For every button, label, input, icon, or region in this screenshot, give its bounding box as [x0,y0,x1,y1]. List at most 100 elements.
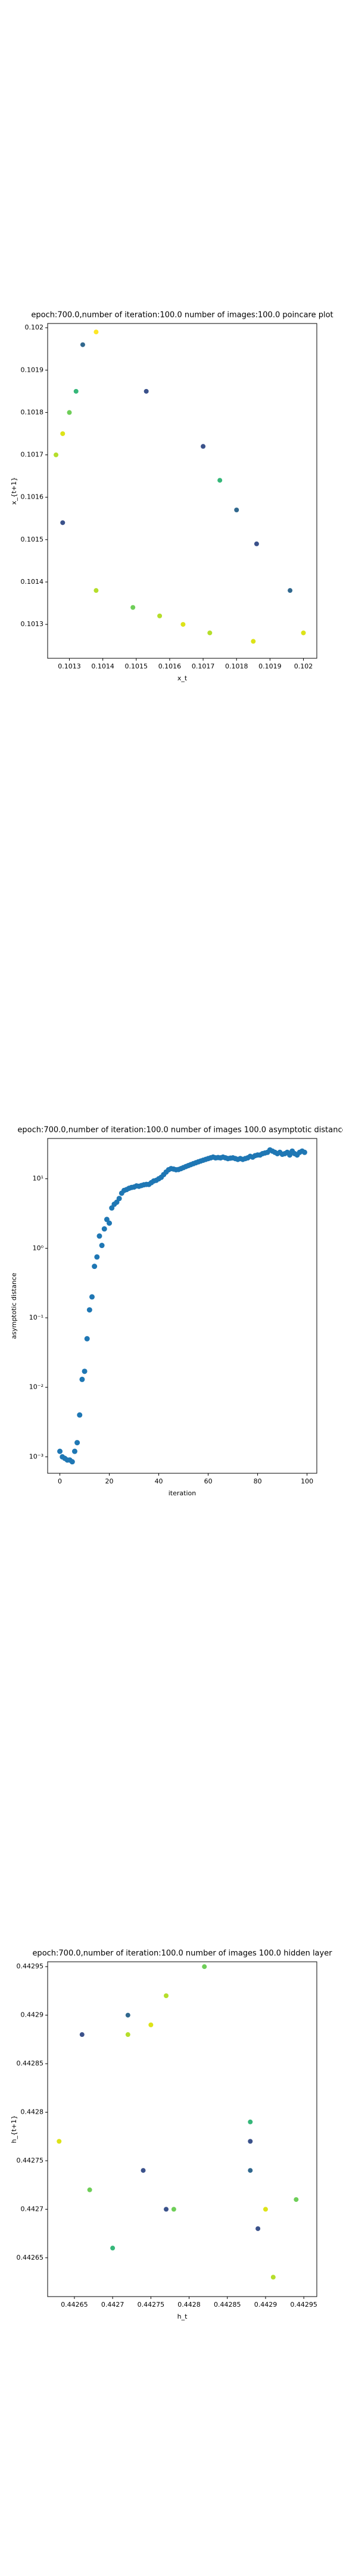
x-tick-label: 0.1015 [125,662,148,670]
point [84,1336,90,1342]
x-tick-label: 0.44285 [214,2301,241,2309]
x-tick-label: 0.4429 [254,2301,277,2309]
y-tick-label: 0.4429 [21,2011,44,2019]
y-tick-label: 0.44295 [17,1962,44,1970]
point [80,342,85,347]
x-tick-label: 80 [254,1477,262,1485]
point [60,520,66,525]
point [54,452,59,458]
point [141,2168,146,2173]
x-tick-label: 0.1017 [192,662,215,670]
point [60,431,66,436]
y-tick-label: 10⁻² [29,1383,43,1391]
x-tick-label: 0.1014 [91,662,114,670]
y-tick-label: 10⁻³ [29,1452,43,1460]
y-tick-label: 0.4428 [21,2108,44,2115]
x-tick-label: 0.1016 [158,662,182,670]
point [130,605,136,610]
point [116,1196,122,1202]
point [94,1254,100,1260]
point [164,1993,169,1999]
y-tick-label: 0.1018 [21,408,44,416]
point [82,1368,88,1374]
axes-frame [47,1138,317,1474]
x-tick-label: 0.1013 [58,662,81,670]
x-tick-label: 0.4427 [101,2301,124,2309]
y-tick-label: 0.102 [25,323,44,331]
chart-title: epoch:700.0,number of iteration:100.0 nu… [17,1126,343,1135]
y-tick-label: 0.44265 [17,2254,44,2261]
x-tick-label: 0.4428 [177,2301,201,2309]
point [99,1243,105,1249]
point [301,1149,307,1155]
point [89,1294,95,1300]
x-tick-label: 0.102 [294,662,313,670]
x-tick-label: 0.1019 [258,662,282,670]
point [74,1440,80,1446]
y-axis-label: asymptotic distance [10,1273,18,1339]
x-axis-label: h_t [177,2313,188,2320]
point [270,2275,276,2280]
point [57,2139,62,2144]
point [93,588,99,593]
y-tick-label: 10⁻¹ [29,1314,43,1321]
x-tick-label: 100 [301,1477,313,1485]
y-tick-label: 0.1015 [21,536,44,543]
point [148,2022,154,2027]
y-tick-label: 0.4427 [21,2205,44,2213]
point [202,1964,207,1970]
y-tick-label: 0.44275 [17,2157,44,2164]
chart-title: epoch:700.0,number of iteration:100.0 nu… [31,311,333,320]
point [234,508,239,513]
point [79,1376,85,1382]
x-axis-label: iteration [169,1489,196,1497]
point [248,2168,253,2173]
point [254,541,259,546]
point [101,1226,107,1232]
x-tick-label: 40 [155,1477,163,1485]
x-tick-label: 0 [58,1477,62,1485]
y-tick-label: 10⁰ [33,1244,44,1252]
y-tick-label: 0.1017 [21,451,44,459]
x-axis-label: x_t [177,674,188,682]
point [73,388,79,394]
point [86,1307,92,1313]
point [144,388,149,394]
point [87,2187,92,2192]
point [110,2245,116,2251]
x-tick-label: 0.44265 [61,2301,88,2309]
point [180,622,186,627]
y-tick-label: 0.1016 [21,493,44,501]
point [125,2012,130,2018]
point [125,2032,130,2037]
point [287,1152,293,1158]
point [217,478,223,483]
x-tick-label: 20 [105,1477,114,1485]
axes-frame [47,1961,317,2297]
point [301,630,306,636]
point [79,2032,85,2037]
point [248,2119,253,2124]
y-tick-label: 10¹ [33,1175,43,1183]
x-tick-label: 0.44275 [138,2301,165,2309]
point [201,444,206,449]
point [67,410,72,415]
point [207,630,213,636]
axes-frame [47,323,317,659]
point [294,2197,299,2202]
point [57,1448,63,1454]
point [255,2226,261,2231]
point [69,1459,75,1465]
x-tick-label: 60 [204,1477,213,1485]
x-tick-label: 0.1018 [225,662,248,670]
y-tick-label: 0.1013 [21,620,44,628]
y-axis-label: x_{t+1} [10,477,18,505]
y-tick-label: 0.1014 [21,578,44,586]
point [93,329,99,335]
y-tick-label: 0.1019 [21,366,44,374]
point [263,2207,268,2212]
point [288,588,293,593]
point [96,1233,102,1239]
point [92,1264,98,1270]
